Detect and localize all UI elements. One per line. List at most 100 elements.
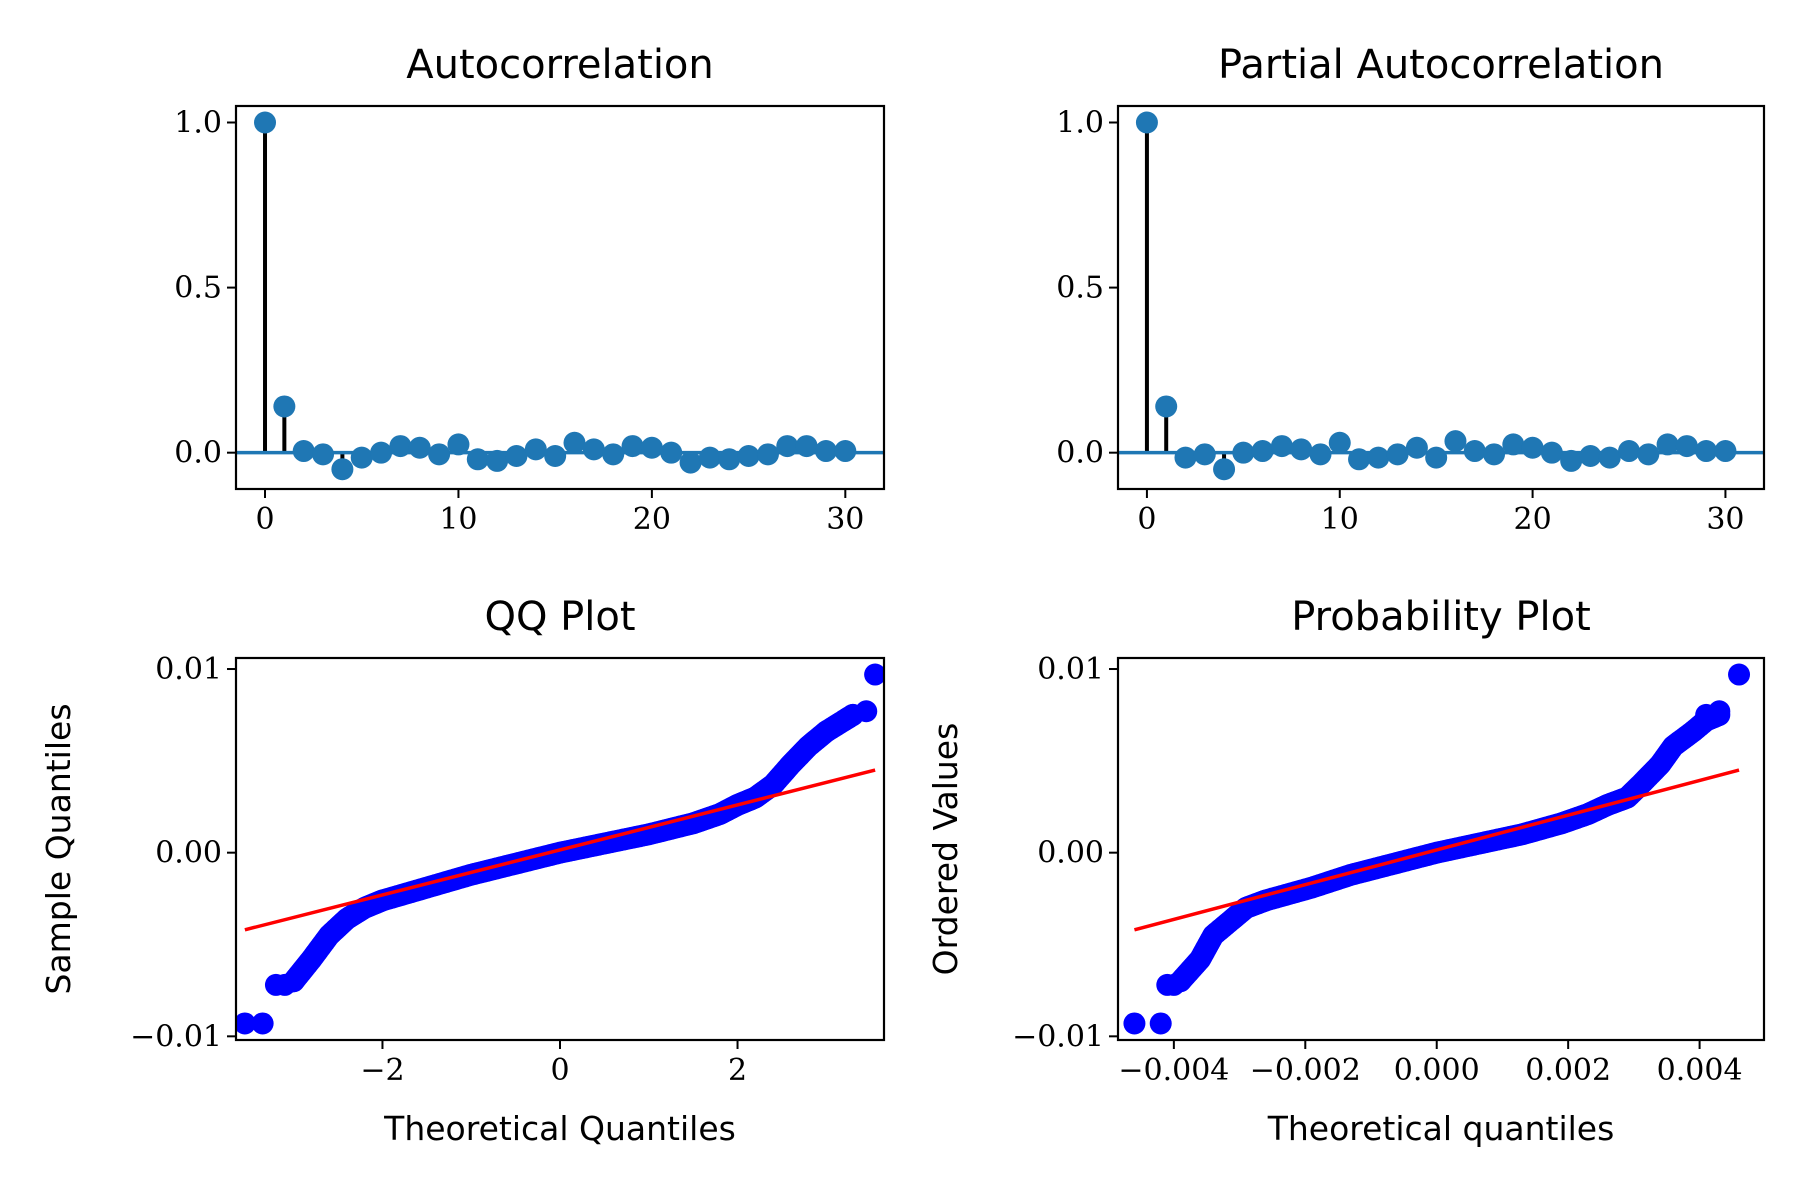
data-point [1579, 444, 1602, 467]
y-tick-label: 0.01 [1037, 652, 1104, 687]
plot-area [236, 111, 884, 481]
data-point [544, 444, 567, 467]
x-tick-label: 10 [1321, 502, 1359, 537]
data-point [864, 663, 884, 686]
x-tick-label: 0 [550, 1053, 569, 1088]
data-point [679, 451, 702, 474]
data-point [1695, 440, 1718, 463]
data-point [370, 441, 393, 464]
data-point [1386, 443, 1409, 466]
y-tick-label: −0.01 [130, 1019, 222, 1054]
data-point [1270, 435, 1293, 458]
x-axis-label: Theoretical quantiles [1267, 1109, 1615, 1148]
data-point [834, 440, 857, 463]
y-tick-label: 0.01 [155, 652, 222, 687]
panel-4: −0.004 −0.002 0.000 0.002 0.004 −0.01 0.00 0.01… [926, 594, 1766, 1148]
data-point [389, 435, 412, 458]
data-point [408, 436, 431, 459]
x-tick-label: 20 [633, 502, 671, 537]
data-point [1708, 700, 1731, 723]
data-point [855, 700, 878, 723]
x-tick-label: 30 [1706, 502, 1744, 537]
data-point [1540, 441, 1563, 464]
chart-title: Probability Plot [1291, 594, 1591, 640]
data-point [350, 446, 373, 469]
data-point [1123, 1012, 1146, 1035]
data-point [1309, 443, 1332, 466]
axes-frame [1116, 656, 1766, 1042]
data-point [312, 443, 335, 466]
y-axis-label: Ordered Values [926, 723, 965, 976]
data-point [660, 441, 683, 464]
fit-line [1133, 768, 1740, 932]
data-point [1560, 449, 1583, 472]
data-point [1425, 446, 1448, 469]
data-point [1444, 430, 1467, 453]
panel-3: −2 0 2 −0.01 0.00 0.01 QQ Plot Theoretical Quan… [39, 594, 886, 1148]
data-point [1728, 663, 1751, 686]
data-point [1637, 443, 1660, 466]
data-point [718, 448, 741, 471]
x-tick-label: 0.004 [1657, 1053, 1743, 1088]
data-point [1714, 440, 1737, 463]
panel-2: 0 10 20 30 0.0 0.5 1.0 Partial Autocorrelation [1056, 42, 1766, 537]
x-tick-label: −0.004 [1118, 1053, 1229, 1088]
data-point [1169, 970, 1192, 993]
data-point [737, 444, 760, 467]
x-tick-label: 2 [728, 1053, 747, 1088]
data-point [466, 448, 489, 471]
data-point [524, 438, 547, 461]
data-point [1463, 440, 1486, 463]
data-point [254, 111, 277, 134]
panel-1: 0 10 20 30 0.0 0.5 1.0 Autocorrelation [174, 42, 886, 537]
x-tick-label: −0.002 [1250, 1053, 1361, 1088]
data-point [447, 433, 470, 456]
data-point [602, 443, 625, 466]
data-point [273, 395, 296, 418]
data-point [236, 1012, 256, 1035]
x-tick-label: 10 [439, 502, 477, 537]
y-tick-label: 0.0 [174, 436, 222, 471]
x-tick-label: −2 [360, 1053, 404, 1088]
data-point [1618, 440, 1641, 463]
data-point [292, 440, 315, 463]
chart-title: QQ Plot [484, 594, 635, 640]
x-tick-label: 0 [255, 502, 274, 537]
plot-area [1123, 663, 1751, 1035]
data-point [1521, 436, 1544, 459]
y-tick-label: 0.00 [1037, 836, 1104, 871]
data-point [1405, 436, 1428, 459]
y-tick-label: 0.0 [1056, 436, 1104, 471]
y-tick-label: 1.0 [174, 106, 222, 141]
y-tick-label: 0.5 [174, 271, 222, 306]
x-axis-label: Theoretical Quantiles [383, 1109, 736, 1148]
data-point [251, 1012, 274, 1035]
chart-title: Autocorrelation [406, 42, 714, 88]
data-point [698, 446, 721, 469]
data-point [1149, 1012, 1172, 1035]
chart-title: Partial Autocorrelation [1218, 42, 1664, 88]
axes-frame [234, 104, 886, 491]
data-point [1135, 111, 1158, 134]
data-point [428, 443, 451, 466]
axes-frame [1116, 104, 1766, 491]
data-point [756, 443, 779, 466]
y-tick-label: 1.0 [1056, 106, 1104, 141]
data-point [621, 435, 644, 458]
y-tick-label: 0.00 [155, 836, 222, 871]
fit-line [244, 768, 876, 932]
y-axis-label: Sample Quantiles [39, 703, 78, 994]
data-point [1502, 433, 1525, 456]
data-point [814, 440, 837, 463]
x-tick-label: 20 [1514, 502, 1552, 537]
data-point [1598, 446, 1621, 469]
data-point [776, 435, 799, 458]
data-point [1328, 431, 1351, 454]
x-tick-label: 0.002 [1525, 1053, 1611, 1088]
data-point [1193, 443, 1216, 466]
data-point [1675, 435, 1698, 458]
data-point [1290, 438, 1313, 461]
x-tick-label: 0 [1137, 502, 1156, 537]
data-point [505, 444, 528, 467]
data-point [640, 436, 663, 459]
